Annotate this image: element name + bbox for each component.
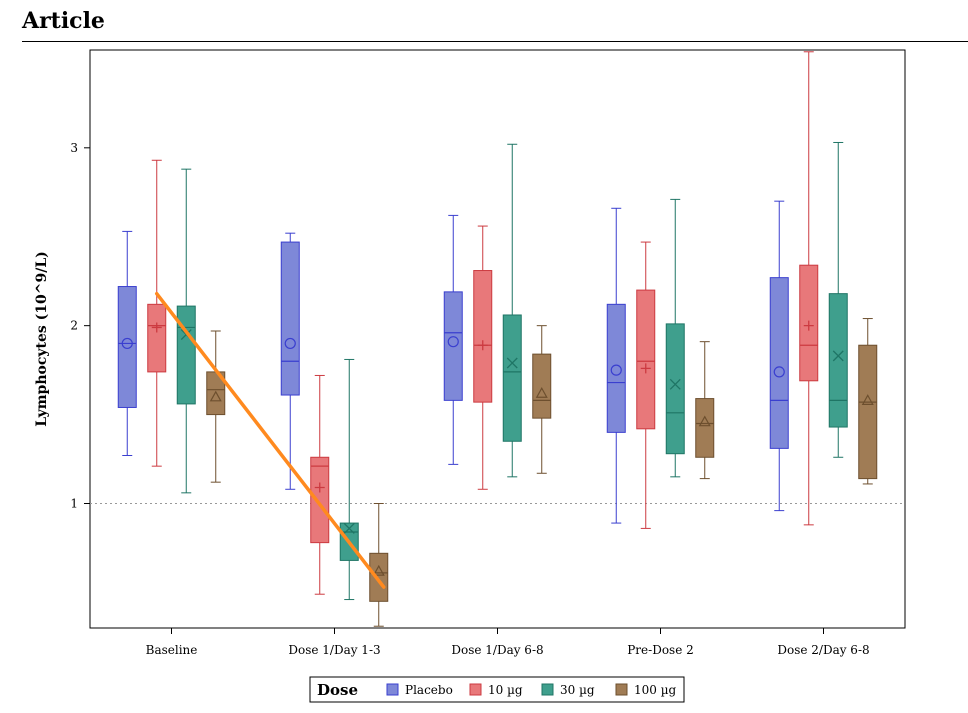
iqr-box xyxy=(280,241,300,396)
mean-marker-circle xyxy=(610,364,622,376)
article-header: Article xyxy=(22,8,105,34)
box-10ug-1 xyxy=(310,374,330,595)
iqr-box xyxy=(502,314,522,442)
iqr-box xyxy=(473,270,493,403)
x-axis: Baseline Dose 1/Day 1-3 Dose 1/Day 6-8 Pre-… xyxy=(146,628,870,657)
mean-marker-x xyxy=(343,522,355,534)
mean-marker-x xyxy=(506,357,518,369)
iqr-box xyxy=(606,303,626,433)
mean-marker-circle xyxy=(773,366,785,378)
legend-swatch-placebo xyxy=(386,683,399,696)
mean-marker-x xyxy=(669,378,681,390)
box-30ug-2 xyxy=(502,143,522,478)
box-100ug-0 xyxy=(206,330,226,483)
box-30ug-3 xyxy=(665,198,685,478)
x-tick-label: Dose 1/Day 6-8 xyxy=(451,643,543,657)
legend: Dose Placebo 10 µg 30 µg 100 µg xyxy=(309,676,685,703)
legend-label-placebo: Placebo xyxy=(405,683,453,697)
box-placebo-2 xyxy=(443,214,463,465)
box-placebo-1 xyxy=(280,232,300,490)
box-placebo-3 xyxy=(606,207,626,524)
iqr-box xyxy=(147,303,167,373)
box-placebo-4 xyxy=(769,200,789,512)
mean-marker-plus xyxy=(640,363,651,374)
mean-marker-plus xyxy=(803,320,814,331)
legend-title: Dose xyxy=(317,681,358,699)
x-tick-label: Dose 2/Day 6-8 xyxy=(777,643,869,657)
box-100ug-4 xyxy=(858,318,878,485)
box-10ug-3 xyxy=(636,241,656,529)
mean-marker-circle xyxy=(121,337,133,350)
box-100ug-3 xyxy=(695,341,715,480)
box-10ug-4 xyxy=(799,51,819,526)
boxes-layer xyxy=(90,51,905,627)
box-10ug-0 xyxy=(147,159,167,467)
x-tick-label: Baseline xyxy=(146,643,198,657)
mean-marker-x xyxy=(832,350,844,362)
legend-swatch-100ug xyxy=(615,683,628,696)
annotation-line xyxy=(155,291,386,589)
mean-marker-circle xyxy=(284,337,296,350)
iqr-box xyxy=(828,293,848,428)
mean-marker-triangle xyxy=(535,387,548,398)
iqr-box xyxy=(769,277,789,449)
box-30ug-1 xyxy=(339,358,359,601)
mean-marker-plus xyxy=(477,340,488,351)
legend-label-30ug: 30 µg xyxy=(560,683,595,697)
mean-marker-plus xyxy=(314,482,325,493)
x-tick-label: Pre-Dose 2 xyxy=(627,643,694,657)
mean-marker-plus xyxy=(151,322,162,333)
legend-label-100ug: 100 µg xyxy=(634,683,677,697)
iqr-box xyxy=(636,289,656,430)
mean-marker-circle xyxy=(447,336,459,348)
box-30ug-4 xyxy=(828,141,848,458)
box-100ug-1 xyxy=(369,503,389,627)
mean-marker-triangle xyxy=(861,394,874,405)
y-tick-label: 1 xyxy=(70,497,78,511)
iqr-box xyxy=(532,353,552,419)
iqr-box xyxy=(310,456,330,544)
legend-swatch-30ug xyxy=(541,683,554,696)
mean-marker-triangle xyxy=(372,564,385,576)
iqr-box xyxy=(369,552,389,602)
x-tick-label: Dose 1/Day 1-3 xyxy=(288,643,380,657)
legend-label-10ug: 10 µg xyxy=(488,683,523,697)
y-tick-label: 3 xyxy=(70,141,78,155)
box-10ug-2 xyxy=(473,225,493,490)
y-tick-label: 2 xyxy=(70,319,78,333)
iqr-box xyxy=(858,344,878,480)
legend-swatch-10ug xyxy=(469,683,482,696)
header-divider xyxy=(22,41,968,42)
y-axis-title: Lymphocytes (10^9/L) xyxy=(34,251,50,427)
iqr-box xyxy=(176,305,196,405)
box-placebo-0 xyxy=(117,230,137,456)
mean-marker-triangle xyxy=(209,390,222,402)
box-100ug-2 xyxy=(532,325,552,474)
mean-marker-triangle xyxy=(698,415,711,427)
iqr-box xyxy=(665,323,685,455)
y-axis: 1 2 3 xyxy=(70,141,90,511)
iqr-box xyxy=(117,286,137,408)
box-30ug-0 xyxy=(176,168,196,494)
iqr-box xyxy=(695,398,715,458)
